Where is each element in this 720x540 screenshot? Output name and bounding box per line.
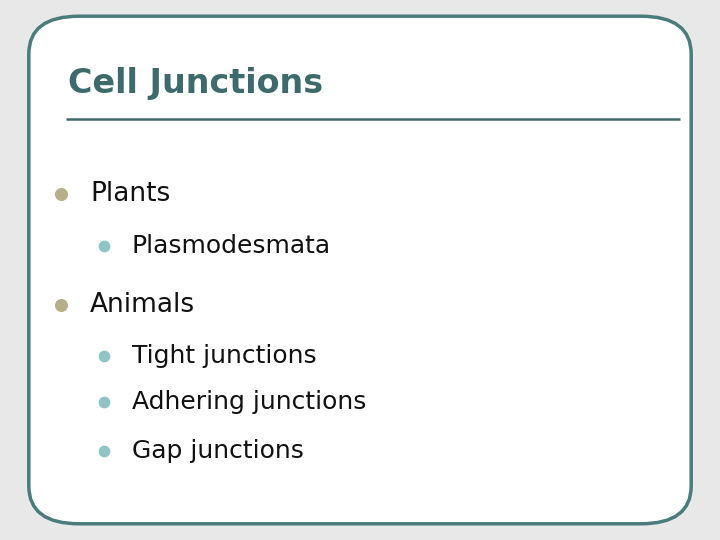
Text: Gap junctions: Gap junctions [132, 439, 304, 463]
Point [99, 241, 110, 250]
Text: Tight junctions: Tight junctions [132, 345, 316, 368]
FancyBboxPatch shape [29, 16, 691, 524]
Text: Plants: Plants [90, 181, 170, 207]
Text: Animals: Animals [90, 292, 195, 318]
Point [99, 447, 110, 455]
Point [99, 398, 110, 407]
Text: Cell Junctions: Cell Junctions [68, 67, 323, 100]
Point [55, 190, 67, 199]
Text: Adhering junctions: Adhering junctions [132, 390, 366, 414]
Text: Plasmodesmata: Plasmodesmata [132, 234, 331, 258]
Point [99, 352, 110, 361]
Point [55, 301, 67, 309]
